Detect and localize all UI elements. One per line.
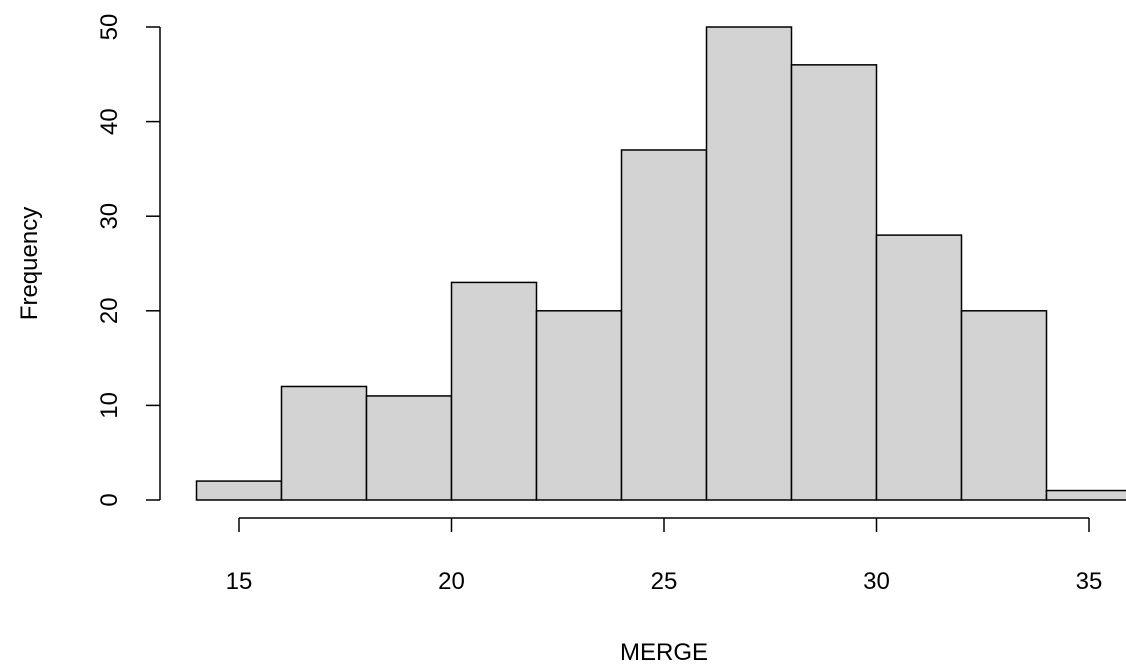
histogram-bar-0 — [195, 480, 283, 501]
y-tick-label-0: 0 — [96, 493, 123, 506]
x-tick-label-3: 30 — [863, 568, 890, 595]
y-tick-label-3: 30 — [96, 203, 123, 230]
y-axis-title: Frequency — [16, 207, 43, 320]
histogram-bar-6 — [705, 26, 793, 501]
x-axis-title: MERGE — [620, 639, 708, 666]
histogram-bar-8 — [875, 234, 963, 501]
y-tick-label-4: 40 — [96, 108, 123, 135]
x-tick-label-0: 15 — [226, 568, 253, 595]
x-tick-label-2: 25 — [651, 568, 678, 595]
y-axis: 0 10 20 30 40 50 — [96, 14, 161, 507]
bars-layer — [195, 26, 1126, 501]
y-tick-label-2: 20 — [96, 297, 123, 324]
histogram-bar-10 — [1045, 489, 1126, 501]
histogram-bar-4 — [535, 310, 623, 501]
y-tick-label-5: 50 — [96, 14, 123, 41]
histogram-bar-7 — [790, 64, 878, 501]
histogram-bar-2 — [365, 395, 453, 501]
x-axis: 15 20 25 30 35 — [226, 517, 1103, 595]
histogram-bar-1 — [280, 385, 368, 501]
y-tick-label-1: 10 — [96, 392, 123, 419]
histogram-bar-9 — [960, 310, 1048, 501]
x-tick-label-1: 20 — [438, 568, 465, 595]
histogram-bar-5 — [620, 149, 708, 501]
x-tick-label-4: 35 — [1076, 568, 1103, 595]
histogram-bar-3 — [450, 281, 538, 501]
